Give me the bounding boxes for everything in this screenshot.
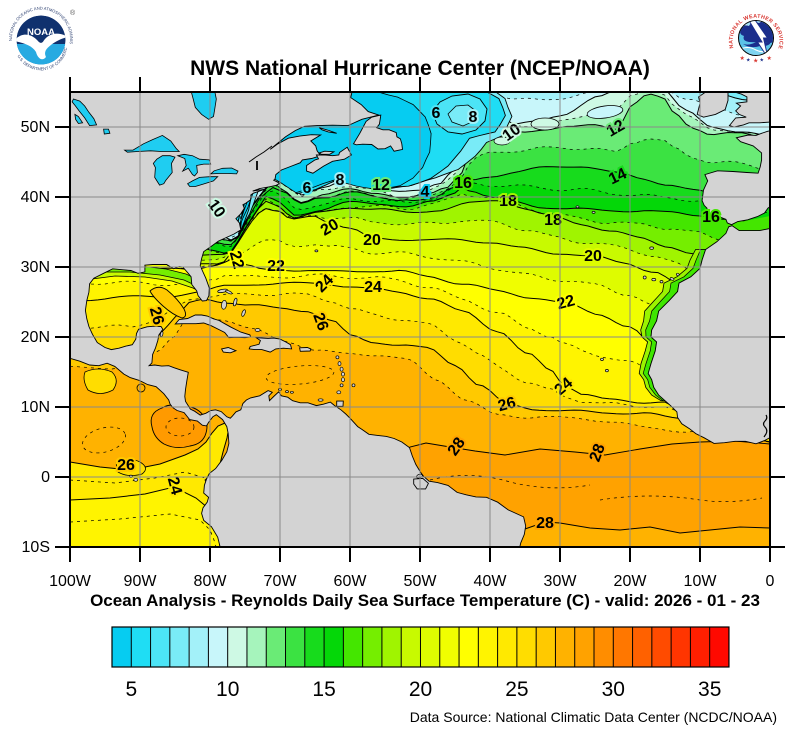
svg-text:18: 18 xyxy=(544,212,562,229)
svg-text:NOAA: NOAA xyxy=(27,27,55,38)
svg-text:NWS National Hurricane Center: NWS National Hurricane Center (NCEP/NOAA… xyxy=(190,57,650,80)
svg-text:15: 15 xyxy=(312,678,335,701)
svg-text:6: 6 xyxy=(432,105,441,122)
svg-text:40N: 40N xyxy=(21,189,50,206)
svg-text:80W: 80W xyxy=(194,573,228,590)
svg-text:10W: 10W xyxy=(684,573,718,590)
svg-text:0: 0 xyxy=(41,469,50,486)
svg-text:30W: 30W xyxy=(544,573,578,590)
svg-text:10N: 10N xyxy=(21,399,50,416)
svg-text:®: ® xyxy=(70,9,76,17)
svg-text:90W: 90W xyxy=(124,573,158,590)
svg-text:35: 35 xyxy=(698,678,721,701)
svg-text:50W: 50W xyxy=(404,573,438,590)
svg-text:Ocean Analysis - Reynolds Dail: Ocean Analysis - Reynolds Daily Sea Surf… xyxy=(90,591,760,610)
svg-text:0: 0 xyxy=(766,573,775,590)
svg-text:10S: 10S xyxy=(22,539,50,556)
svg-text:★: ★ xyxy=(746,58,751,64)
svg-text:★: ★ xyxy=(767,55,772,62)
svg-text:100W: 100W xyxy=(49,573,92,590)
svg-text:40W: 40W xyxy=(474,573,508,590)
svg-text:4: 4 xyxy=(421,184,430,201)
svg-text:★: ★ xyxy=(760,58,765,64)
svg-text:★: ★ xyxy=(740,55,745,62)
svg-text:16: 16 xyxy=(702,209,720,226)
svg-text:25: 25 xyxy=(505,678,528,701)
svg-text:20N: 20N xyxy=(21,329,50,346)
svg-text:20: 20 xyxy=(409,678,432,701)
svg-text:Data Source: National Climatic: Data Source: National Climatic Data Cent… xyxy=(410,709,777,725)
svg-text:28: 28 xyxy=(536,515,554,532)
svg-text:10: 10 xyxy=(216,678,239,701)
svg-text:6: 6 xyxy=(303,180,312,197)
svg-text:18: 18 xyxy=(499,193,517,210)
svg-text:16: 16 xyxy=(454,175,472,192)
svg-text:20W: 20W xyxy=(614,573,648,590)
svg-text:8: 8 xyxy=(469,109,478,126)
svg-text:50N: 50N xyxy=(21,119,50,136)
svg-text:30N: 30N xyxy=(21,259,50,276)
svg-text:5: 5 xyxy=(125,678,137,701)
svg-text:8: 8 xyxy=(336,172,345,189)
svg-text:60W: 60W xyxy=(334,573,368,590)
svg-text:★: ★ xyxy=(753,58,758,65)
svg-text:20: 20 xyxy=(363,232,381,249)
svg-text:26: 26 xyxy=(117,457,135,474)
svg-text:24: 24 xyxy=(364,279,382,296)
svg-text:70W: 70W xyxy=(264,573,298,590)
svg-text:12: 12 xyxy=(372,177,390,194)
svg-text:20: 20 xyxy=(584,248,602,265)
svg-text:30: 30 xyxy=(602,678,625,701)
